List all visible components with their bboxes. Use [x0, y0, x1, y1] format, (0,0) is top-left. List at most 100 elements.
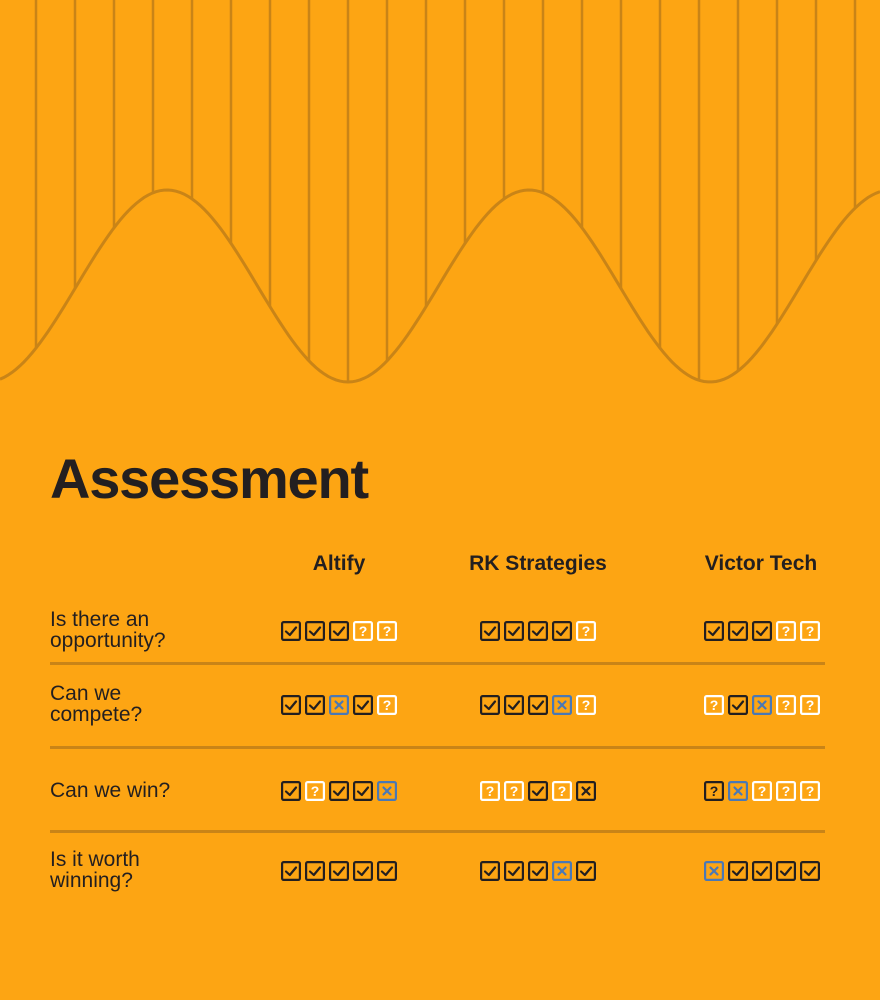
- question-box-icon: ?: [776, 781, 796, 801]
- question-box-icon: ?: [377, 695, 397, 715]
- row-question-line: winning?: [50, 869, 133, 892]
- page-title: Assessment: [50, 447, 369, 510]
- checkbox-checked-icon: [480, 861, 500, 881]
- column-header-rk-strategies: RK Strategies: [469, 552, 607, 575]
- row-question-label: Is there an opportunity?: [50, 609, 250, 651]
- checkbox-checked-icon: [504, 621, 524, 641]
- row-question-line: compete?: [50, 703, 143, 726]
- checkbox-checked-icon: [305, 695, 325, 715]
- checkbox-checked-icon: [576, 861, 596, 881]
- column-header-altify: Altify: [312, 552, 366, 575]
- svg-text:?: ?: [311, 783, 320, 799]
- checkbox-checked-icon: [752, 861, 772, 881]
- row-divider: [50, 830, 825, 833]
- wave-curve: [0, 188, 880, 384]
- rating-group-victor-tech: ????: [704, 781, 820, 801]
- svg-text:?: ?: [806, 623, 815, 639]
- checkbox-checked-icon: [353, 861, 373, 881]
- checkbox-checked-icon: [329, 781, 349, 801]
- decorative-wave-pattern: [0, 0, 880, 384]
- checkbox-checked-icon: [377, 861, 397, 881]
- svg-text:?: ?: [383, 623, 392, 639]
- checkbox-checked-icon: [752, 621, 772, 641]
- cross-box-blue-icon: [329, 695, 349, 715]
- checkbox-checked-icon: [800, 861, 820, 881]
- checkbox-checked-icon: [704, 621, 724, 641]
- checkbox-checked-icon: [329, 621, 349, 641]
- question-box-icon: ?: [776, 695, 796, 715]
- checkbox-checked-icon: [281, 621, 301, 641]
- svg-text:?: ?: [359, 623, 368, 639]
- rating-group-rk-strategies: [480, 861, 596, 881]
- row-question-line: opportunity?: [50, 629, 166, 652]
- question-box-icon: ?: [704, 695, 724, 715]
- question-box-icon: ?: [552, 781, 572, 801]
- rating-group-altify: ?: [281, 781, 397, 801]
- cross-box-blue-icon: [728, 781, 748, 801]
- svg-text:?: ?: [558, 783, 567, 799]
- checkbox-checked-icon: [528, 861, 548, 881]
- checkbox-checked-icon: [504, 695, 524, 715]
- svg-text:?: ?: [710, 697, 719, 713]
- checkbox-checked-icon: [528, 621, 548, 641]
- checkbox-checked-icon: [329, 861, 349, 881]
- question-box-icon: ?: [752, 781, 772, 801]
- question-box-icon: ?: [377, 621, 397, 641]
- checkbox-checked-icon: [528, 781, 548, 801]
- cross-box-icon: [576, 781, 596, 801]
- svg-text:?: ?: [582, 623, 591, 639]
- rating-group-victor-tech: [704, 861, 820, 881]
- checkbox-checked-icon: [480, 621, 500, 641]
- cross-box-blue-icon: [552, 861, 572, 881]
- checkbox-checked-icon: [504, 861, 524, 881]
- checkbox-checked-icon: [281, 695, 301, 715]
- svg-text:?: ?: [582, 697, 591, 713]
- cross-box-blue-icon: [752, 695, 772, 715]
- checkbox-checked-icon: [728, 621, 748, 641]
- rating-group-altify: [281, 861, 397, 881]
- checkbox-checked-icon: [776, 861, 796, 881]
- question-box-icon: ?: [305, 781, 325, 801]
- checkbox-checked-icon: [305, 861, 325, 881]
- question-box-icon: ?: [576, 695, 596, 715]
- rating-group-rk-strategies: ?: [480, 695, 596, 715]
- svg-text:?: ?: [806, 783, 815, 799]
- row-question-line: Is there an: [50, 608, 150, 631]
- question-box-icon: ?: [776, 621, 796, 641]
- checkbox-checked-icon: [353, 781, 373, 801]
- checkbox-checked-icon: [305, 621, 325, 641]
- svg-text:?: ?: [486, 783, 495, 799]
- checkbox-checked-icon: [552, 621, 572, 641]
- question-box-icon: ?: [800, 621, 820, 641]
- cross-box-blue-icon: [704, 861, 724, 881]
- rating-group-rk-strategies: ?: [480, 621, 596, 641]
- question-box-icon: ?: [576, 621, 596, 641]
- checkbox-checked-icon: [480, 695, 500, 715]
- column-header-victor-tech: Victor Tech: [704, 552, 818, 575]
- checkbox-checked-icon: [528, 695, 548, 715]
- svg-text:?: ?: [758, 783, 767, 799]
- svg-text:?: ?: [806, 697, 815, 713]
- checkbox-checked-icon: [728, 695, 748, 715]
- question-box-dark-icon: ?: [704, 781, 724, 801]
- cross-box-blue-icon: [377, 781, 397, 801]
- svg-text:?: ?: [782, 783, 791, 799]
- question-box-icon: ?: [353, 621, 373, 641]
- svg-text:?: ?: [510, 783, 519, 799]
- question-box-icon: ?: [480, 781, 500, 801]
- row-divider: [50, 746, 825, 749]
- row-question-line: Can we win?: [50, 778, 171, 802]
- question-box-icon: ?: [800, 695, 820, 715]
- row-question-label: Can we win?: [50, 780, 250, 801]
- row-question-line: Can we: [50, 682, 122, 705]
- checkbox-checked-icon: [353, 695, 373, 715]
- svg-text:?: ?: [782, 697, 791, 713]
- question-box-icon: ?: [800, 781, 820, 801]
- rating-group-altify: ??: [281, 621, 397, 641]
- rating-group-rk-strategies: ???: [480, 781, 596, 801]
- row-question-line: Is it worth: [50, 848, 140, 871]
- rating-group-victor-tech: ??: [704, 621, 820, 641]
- checkbox-checked-icon: [281, 861, 301, 881]
- row-divider: [50, 662, 825, 665]
- rating-group-altify: ?: [281, 695, 397, 715]
